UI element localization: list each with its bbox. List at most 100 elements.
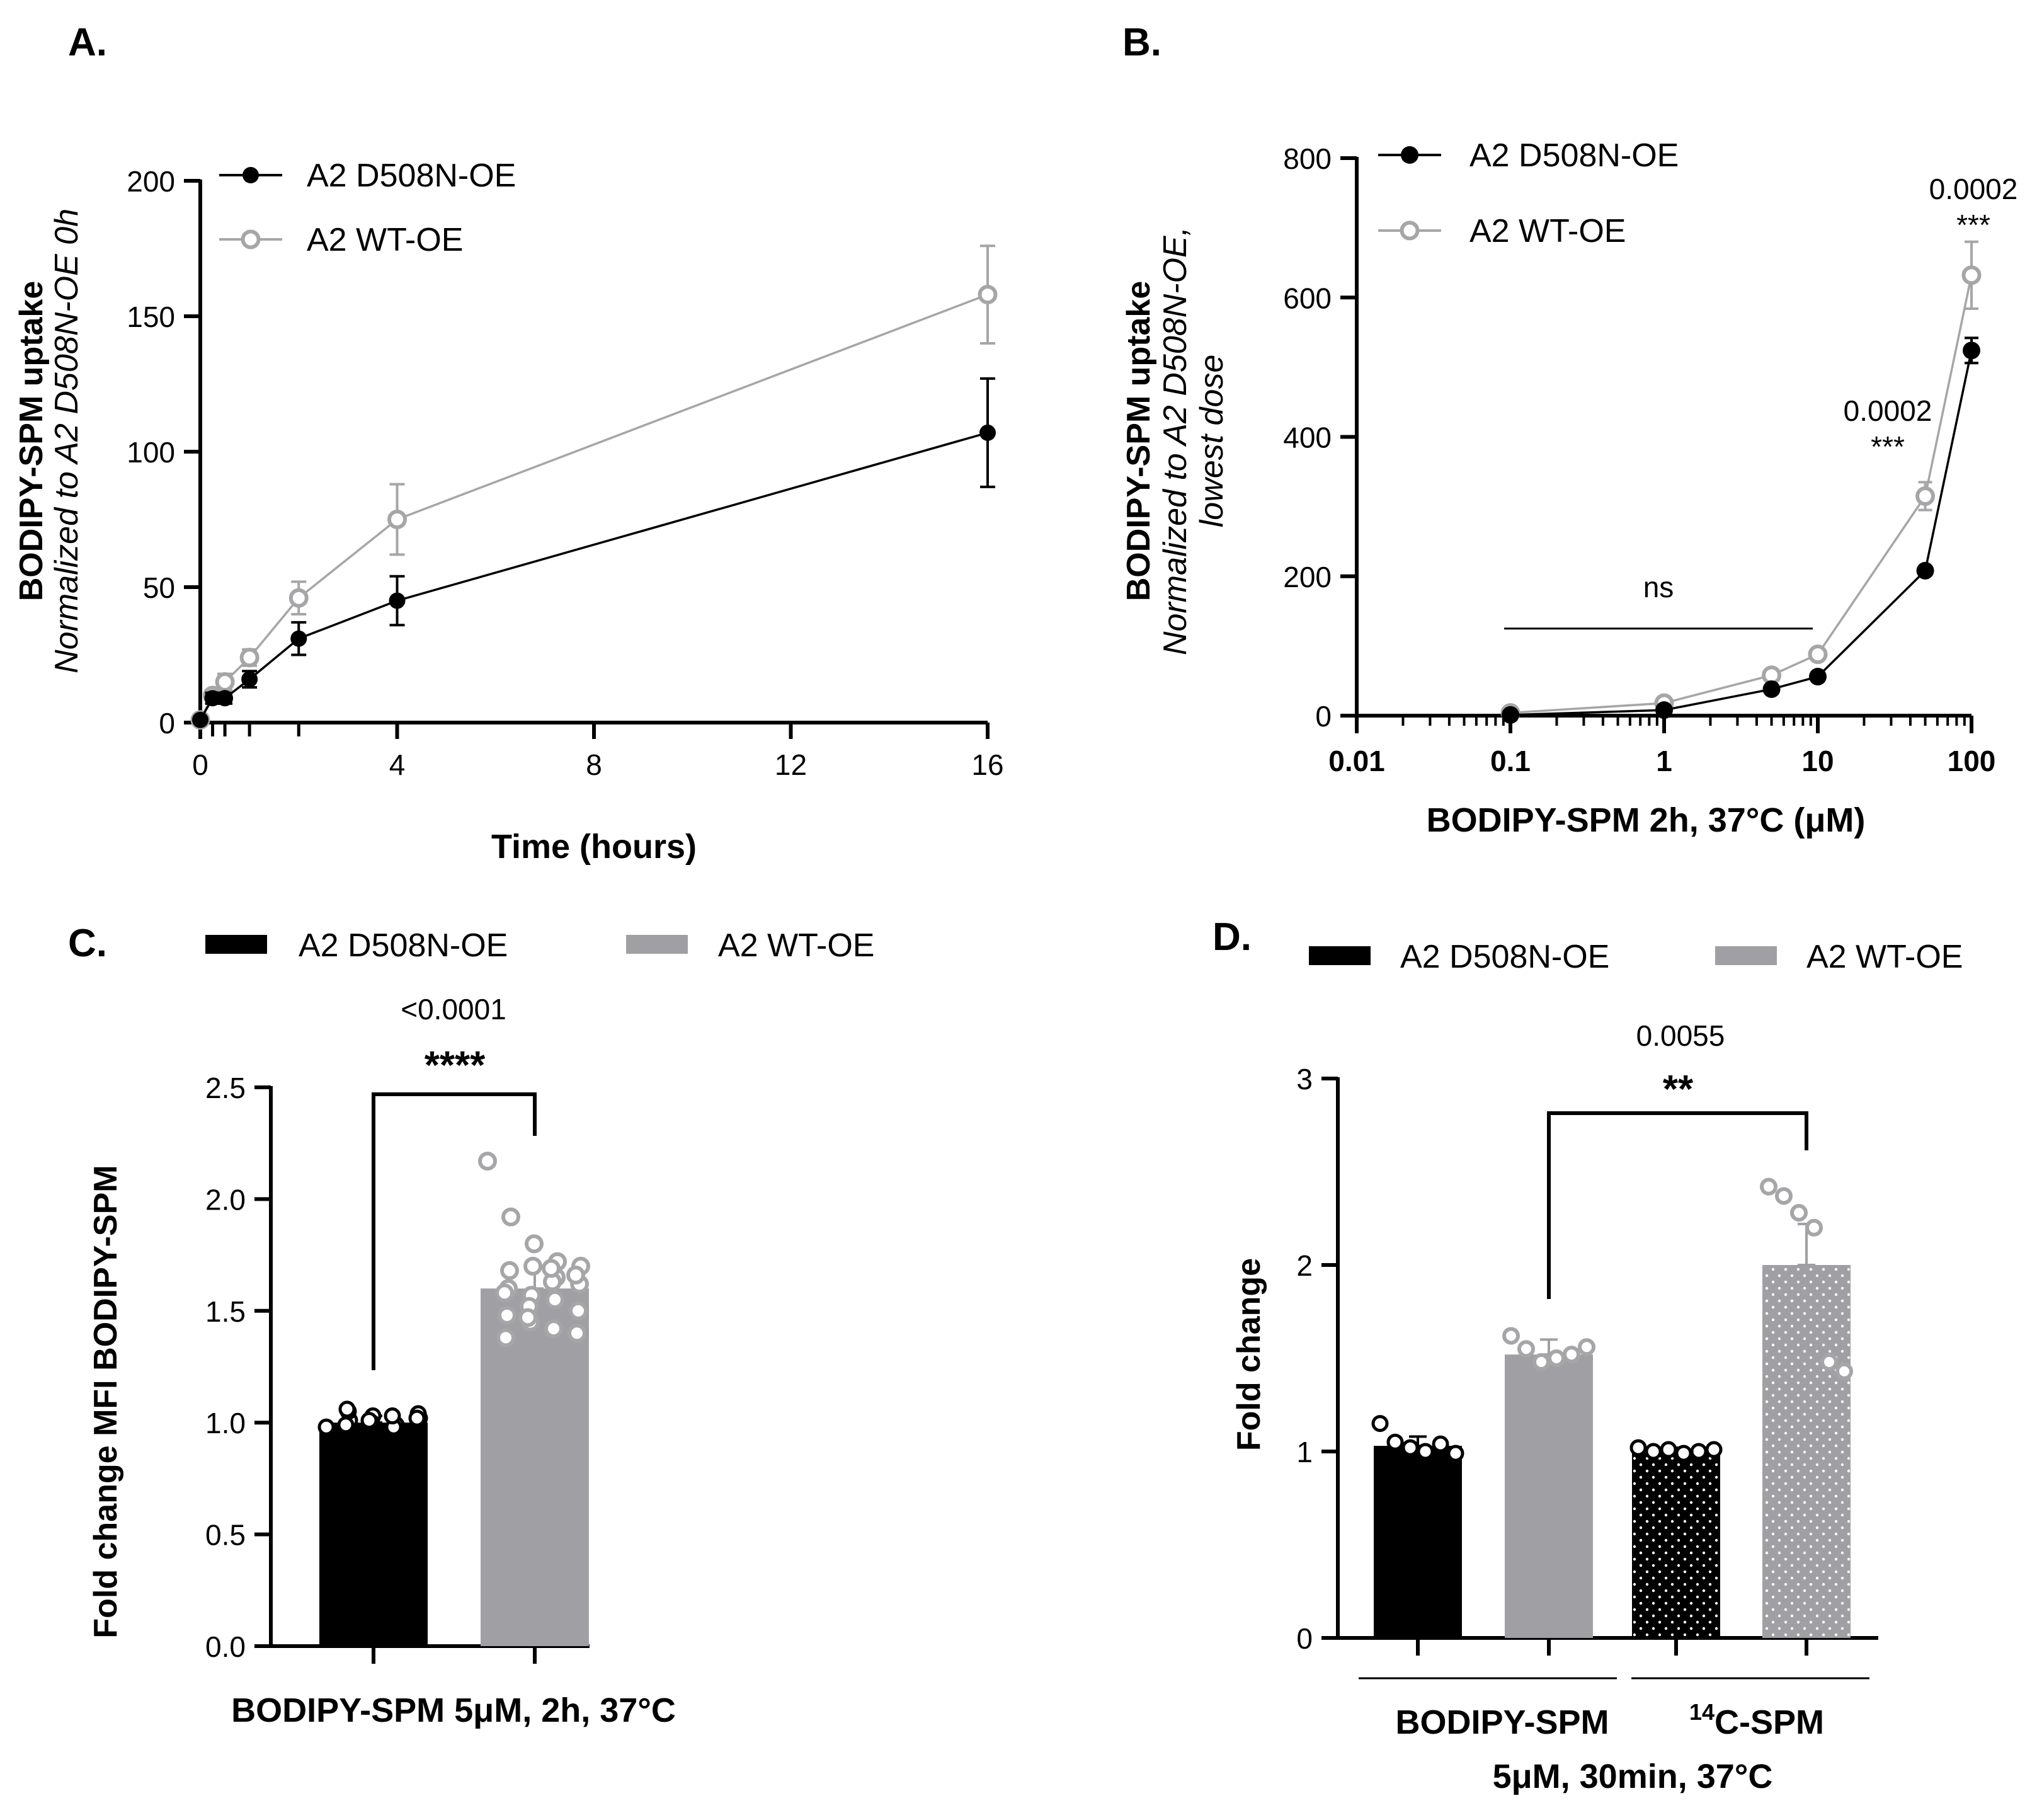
panel-c-legend: A2 D508N-OE A2 WT-OE (205, 927, 874, 964)
panel-b-pvalue-50: 0.0002 (1844, 394, 1932, 427)
panel-d-point-wt (1517, 1340, 1535, 1358)
legend-label-wt: A2 WT-OE (307, 222, 463, 258)
panel-b-legend: A2 D508N-OE A2 WT-OE (1378, 137, 1679, 249)
panel-c-point-d508n (360, 1412, 378, 1429)
panel-b-ylabel-sub1: Normalized to A2 D508N-OE, (1157, 227, 1194, 655)
panel-d-letter: D. (1212, 915, 1252, 959)
panel-d-stars: ** (1663, 1068, 1694, 1111)
panel-a-xtick-label: 8 (586, 748, 602, 781)
panel-c-point-wt (478, 1152, 497, 1171)
panel-d-ytick-label: 0 (1296, 1622, 1313, 1655)
panel-b-ylabel-sub2: lowest dose (1194, 355, 1230, 528)
panel-a-xtick-label: 4 (389, 748, 406, 781)
panel-b-ytick-label: 200 (1283, 561, 1332, 593)
panel-d-point-d508n (1629, 1439, 1647, 1457)
panel-d-point-wt (1805, 1218, 1823, 1237)
panel-c-point-d508n (408, 1409, 426, 1427)
panel-c-bar-wt (481, 1288, 589, 1646)
panel-a-point-wt (215, 672, 235, 692)
panel-c-stars: **** (425, 1044, 486, 1087)
panel-a-ylabel: BODIPY-SPM uptake (13, 281, 50, 602)
panel-b-ytick-label: 400 (1283, 421, 1332, 454)
panel-c-point-wt (500, 1261, 519, 1280)
legend-label-wt: A2 WT-OE (718, 927, 874, 964)
panel-d-point-d508n (1401, 1439, 1419, 1457)
panel-a-ylabel-sub: Normalized to A2 D508N-OE 0h (48, 209, 85, 673)
panel-c-ytick-label: 2.0 (205, 1183, 246, 1216)
panel-b-ylabel: BODIPY-SPM uptake (1121, 281, 1157, 602)
panel-c-xlabel: BODIPY-SPM 5μM, 2h, 37°C (231, 1691, 676, 1729)
panel-b-pvalue-100: 0.0002 (1929, 173, 2018, 205)
panel-d-point-wt (1548, 1349, 1565, 1367)
panel-a-point-d508n (241, 671, 258, 688)
panel-d-comparison-bracket (1547, 1111, 1808, 1299)
panel-b-point-wt (1961, 265, 1982, 285)
panel-c-point-wt (545, 1290, 564, 1310)
panel-c-point-d508n (338, 1400, 356, 1418)
panel-a-xlabel: Time (hours) (491, 828, 697, 866)
panel-a-point-wt (387, 510, 407, 529)
panel-b-xlabel: BODIPY-SPM 2h, 37°C (μM) (1427, 801, 1866, 839)
panel-d-ytick-label: 3 (1296, 1063, 1313, 1096)
panel-c-ytick-label: 1.5 (205, 1295, 246, 1328)
panel-c-point-wt (568, 1324, 586, 1343)
panel-c-point-wt (544, 1319, 563, 1339)
panel-a-xtick-label: 0 (192, 748, 208, 781)
panel-d-point-d508n (1417, 1443, 1434, 1460)
panel-d-ytick-label: 1 (1296, 1436, 1313, 1468)
panel-a-legend: A2 D508N-OE A2 WT-OE (219, 157, 516, 258)
panel-c-point-d508n (317, 1418, 335, 1436)
panel-c-bar-d508n (319, 1422, 428, 1646)
panel-a-xtick-label: 16 (971, 748, 1003, 781)
panel-a-point-d508n (389, 592, 406, 609)
panel-c-point-wt (518, 1308, 537, 1327)
panel-d-point-wt (1820, 1353, 1838, 1371)
panel-a-ytick-label: 50 (143, 571, 175, 604)
panel-b-xtick-label: 0.01 (1328, 745, 1385, 777)
panel-b-xtick-label: 10 (1801, 745, 1834, 777)
panel-b-xtick-label: 100 (1948, 745, 1996, 777)
panel-a-xtick-label: 12 (775, 748, 807, 781)
panel-c-point-wt (569, 1301, 588, 1320)
panel-a-plot: 0 50 100 150 200 0 4 8 12 16 A2 D508N-OE A2 WT-OE (127, 157, 1003, 781)
panel-c-point-wt (566, 1266, 585, 1285)
panel-c-ytick-label: 2.5 (205, 1072, 246, 1104)
panel-d-point-d508n (1690, 1443, 1708, 1460)
panel-b-point-wt (1808, 644, 1828, 665)
panel-c-pvalue: <0.0001 (401, 993, 506, 1026)
legend-marker-wt (1400, 220, 1420, 241)
panel-d-point-d508n (1447, 1445, 1464, 1462)
panel-b-point-d508n (1916, 561, 1934, 580)
panel-d-point-wt (1563, 1346, 1580, 1364)
panel-d-point-wt (1532, 1353, 1550, 1371)
legend-swatch-wt (626, 935, 688, 954)
panel-b-letter: B. (1122, 21, 1161, 64)
panel-d-point-wt (1775, 1187, 1793, 1205)
panel-d-group2-sup: 14 (1689, 1699, 1715, 1725)
panel-c-ytick-label: 0.5 (205, 1519, 246, 1552)
panel-b-point-d508n (1762, 680, 1781, 698)
panel-c-point-wt (501, 1207, 520, 1227)
panel-b-point-d508n (1502, 706, 1519, 724)
panel-d-point-d508n (1675, 1445, 1692, 1462)
panel-c-point-d508n (384, 1407, 401, 1425)
panel-b-xtick-label: 1 (1656, 745, 1672, 777)
panel-d-bar-wt-bodipy (1505, 1354, 1593, 1638)
panel-c-ytick-label: 0.0 (205, 1630, 246, 1663)
legend-label-d508n: A2 D508N-OE (1469, 137, 1679, 174)
panel-c-comparison-bracket (372, 1092, 537, 1370)
legend-label-d508n: A2 D508N-OE (307, 157, 516, 194)
legend-marker-d508n (243, 167, 259, 183)
panel-b-ytick-label: 600 (1283, 282, 1332, 314)
panel-d-bar-d508n-bodipy (1374, 1446, 1462, 1638)
panel-b-point-d508n (1963, 341, 1980, 360)
panel-c-point-wt (542, 1259, 561, 1278)
panel-d-ytick-label: 2 (1296, 1249, 1313, 1282)
panel-d-point-wt (1760, 1177, 1777, 1196)
panel-d-point-wt (1502, 1327, 1520, 1345)
legend-swatch-wt (1715, 946, 1777, 965)
panel-c-letter: C. (68, 922, 107, 965)
panel-a-ytick-label: 200 (127, 165, 175, 198)
panel-d-point-d508n (1660, 1441, 1677, 1458)
